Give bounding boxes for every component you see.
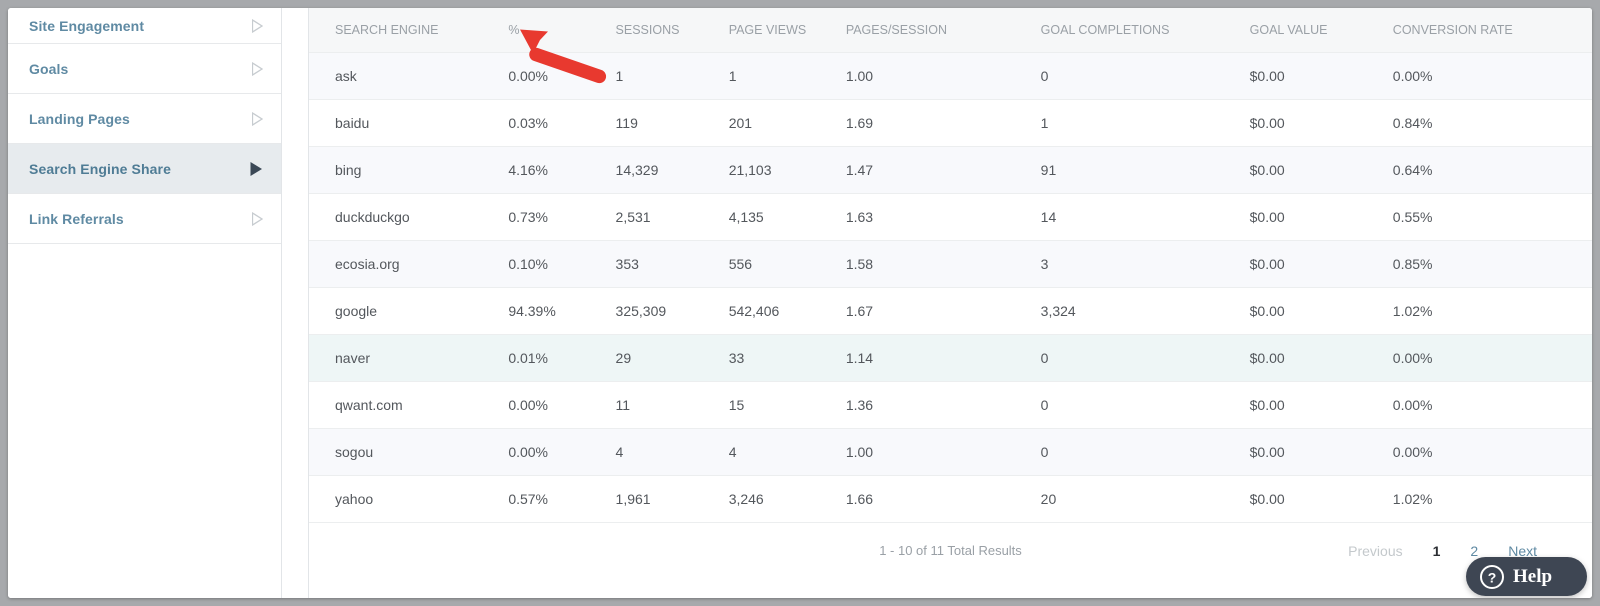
svg-text:?: ? bbox=[1488, 569, 1497, 585]
